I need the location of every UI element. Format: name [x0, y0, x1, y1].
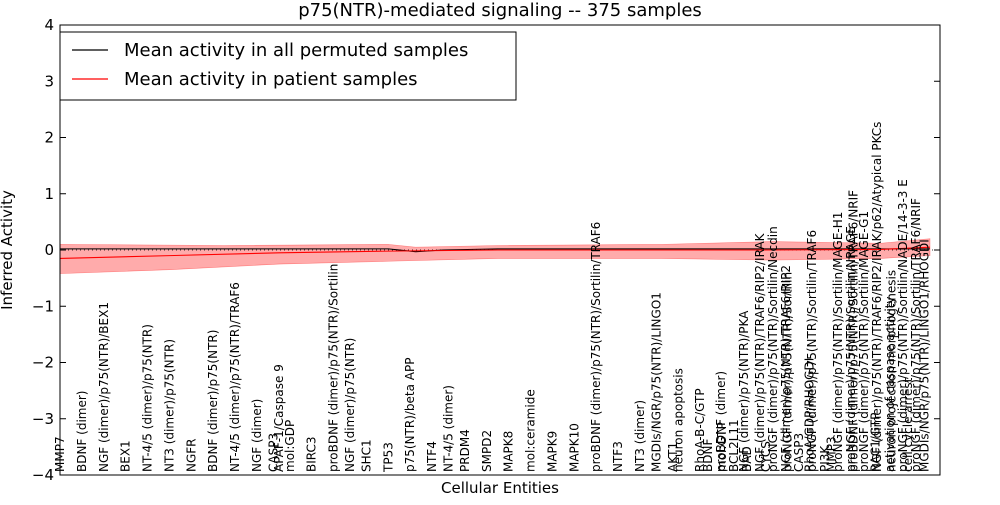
x-entity-label: PRDM4 — [458, 429, 472, 472]
x-entity-label: BDNF — [701, 439, 715, 472]
legend-box — [59, 31, 517, 101]
x-entity-label: NT-4/5 (dimer)/p75(NTR) — [141, 324, 155, 472]
x-entity-label: MMP3 — [825, 436, 839, 472]
x-entity-label: NT-4/5 (dimer) — [441, 385, 455, 472]
patient-confidence-band — [59, 238, 931, 274]
x-entity-label: proBDNF (dimer)/p75(NTR)/Sortilin/TRAF6 — [589, 222, 603, 472]
x-entity-label: proBDNF (dimer)/p75(NTR)/Sortilin — [327, 264, 341, 472]
entity-labels: MMP7 BDNF (dimer) NGF (dimer)/p75(NTR)/BEX… — [53, 122, 932, 473]
x-entity-label: proNGF (dimer)/p75(NTR)/Sortilin/NADE/14… — [896, 179, 910, 472]
y-axis-label: Inferred Activity — [0, 190, 16, 310]
x-entity-label: BDNF (dimer)/p75(NTR) — [206, 330, 220, 472]
x-axis-label: Cellular Entities — [441, 479, 559, 497]
x-entity-label: proNGF (dimer)/p75(NTR)/Sortilin/TRAF6 — [805, 230, 819, 472]
x-entity-label: NGF (dimer) — [250, 399, 264, 472]
x-entity-label: BIRC3 — [305, 436, 319, 472]
x-entity-label: BAD — [740, 446, 754, 472]
x-entity-label: MGDIs/NGR/p75(NTR)/LINGO1 — [649, 292, 663, 472]
legend-label-patient: Mean activity in patient samples — [124, 69, 418, 90]
x-entity-label: RAC1/GTP — [868, 413, 882, 472]
x-entity-label: RhoA-B-C/GTP — [693, 388, 707, 472]
legend: Mean activity in all permuted samples Me… — [59, 31, 517, 101]
x-entity-label: proNGF (dimer)/p75(NTR)/Sortilin/NRAGE — [844, 226, 858, 472]
x-entity-label: SMPD2 — [480, 430, 494, 472]
x-entity-label: NGF (dimer)/p75(NTR)/TRAF6/RIP2 — [779, 265, 793, 472]
x-entity-label: mol:ceramide — [524, 389, 538, 472]
y-tick-label: 0 — [44, 241, 54, 259]
y-tick-label: 1 — [44, 185, 54, 203]
x-entity-label: proBDNF (dimer) — [714, 371, 728, 472]
x-entity-label: NGF (dimer)/p75(NTR)/TRAF6/RIP2/IRAK/p62… — [870, 122, 884, 472]
x-entity-label: cell cycle arrest — [901, 377, 915, 472]
x-entity-label: BCL2L11 — [727, 419, 741, 472]
x-entity-label: NGF (dimer)/p75(NTR)/TRAF6/RIP2/IRAK — [753, 232, 767, 472]
x-entity-label: CYCS — [759, 441, 773, 472]
x-entity-label: NGF (dimer)/p75(NTR) — [343, 338, 357, 472]
x-entity-label: MGDIs/NGR/p75(NTR)/LINGO1/RHOGDI — [918, 239, 932, 472]
x-entity-label: proNGF (dimer)/p75(NTR)/Sortilin/MAGE-H1 — [831, 212, 845, 472]
x-entity-label: NGFR — [184, 438, 198, 472]
x-entity-label: NT3 (dimer)/p75(NTR) — [162, 339, 176, 472]
x-entity-label: APAF-1/Caspase 9 — [272, 364, 286, 472]
plot-area — [59, 238, 940, 274]
y-tick-label: −3 — [32, 410, 54, 428]
x-entity-label: NT-4/5 (dimer)/p75(NTR)/TRAF6 — [228, 282, 242, 472]
x-entity-label: SHC1 — [359, 439, 373, 472]
y-tick-label: −2 — [32, 354, 54, 372]
y-tick-label: 3 — [44, 72, 54, 90]
x-entity-label: RhoA/GDP/RHOGDI — [803, 358, 817, 472]
x-entity-label: NGF (dimer)/p75(NTR)/BEX1 — [97, 302, 111, 472]
x-entity-label: p75(NTR)/beta APP — [403, 358, 417, 473]
y-tick-label: 2 — [44, 129, 54, 147]
y-tick-label: −4 — [32, 466, 54, 484]
x-entity-label: neuron apoptosis — [671, 368, 685, 472]
x-entity-label: neuron projection morphogenesis — [885, 270, 899, 472]
x-entity-label: NTF3 — [611, 441, 625, 472]
x-entity-label: proBDNF (dimer)/p75(NTR)/Sortilin/TRAF6/… — [846, 190, 860, 472]
x-entity-label: proNGF (dimer)/p75(NTR)/Sortilin — [781, 272, 795, 472]
x-entity-label: NTF4 — [425, 441, 439, 472]
y-tick-label: 4 — [44, 16, 54, 34]
chart-title: p75(NTR)-mediated signaling -- 375 sampl… — [298, 0, 702, 21]
x-entity-label: CASP3 — [266, 433, 280, 472]
x-entity-label: proNGF (dimer)/p75(NTR)/Sortilin/TRAF6/N… — [909, 198, 923, 472]
x-entity-label: BEX1 — [119, 440, 133, 472]
x-entity-label: proNGF (dimer)/p75(NTR)/Sortilin/Necdin — [766, 226, 780, 472]
x-entity-label: proNGF (dimer)/p75(NTR)/Sortilin/MAGE-G1 — [857, 211, 871, 472]
y-axis-ticks: −4 −3 −2 −1 0 1 2 3 4 — [32, 16, 940, 484]
x-entity-label: AKT1 — [666, 442, 680, 472]
x-entity-label: BDNF (dimer) — [75, 391, 89, 473]
legend-label-permuted: Mean activity in all permuted samples — [124, 40, 468, 61]
series-line-patient — [59, 246, 931, 259]
x-entity-label: mol:GDP — [283, 420, 297, 472]
y-tick-label: −1 — [32, 297, 54, 315]
x-entity-label: CASP3 — [792, 433, 806, 472]
x-entity-label: PI3K — [818, 445, 832, 472]
x-entity-label: MAPK10 — [567, 423, 581, 472]
x-entity-label: TP53 — [381, 442, 395, 473]
x-entity-label: activation of caspase activity — [883, 297, 897, 472]
x-entity-label: MAPK8 — [502, 431, 516, 472]
x-entity-label: MAPK9 — [545, 431, 559, 472]
x-entity-label: NGF (dimer)/p75(NTR)/PKA — [737, 310, 751, 472]
x-entity-label: mol:GTP — [715, 422, 729, 472]
x-entity-label: NT3 (dimer) — [633, 400, 647, 472]
